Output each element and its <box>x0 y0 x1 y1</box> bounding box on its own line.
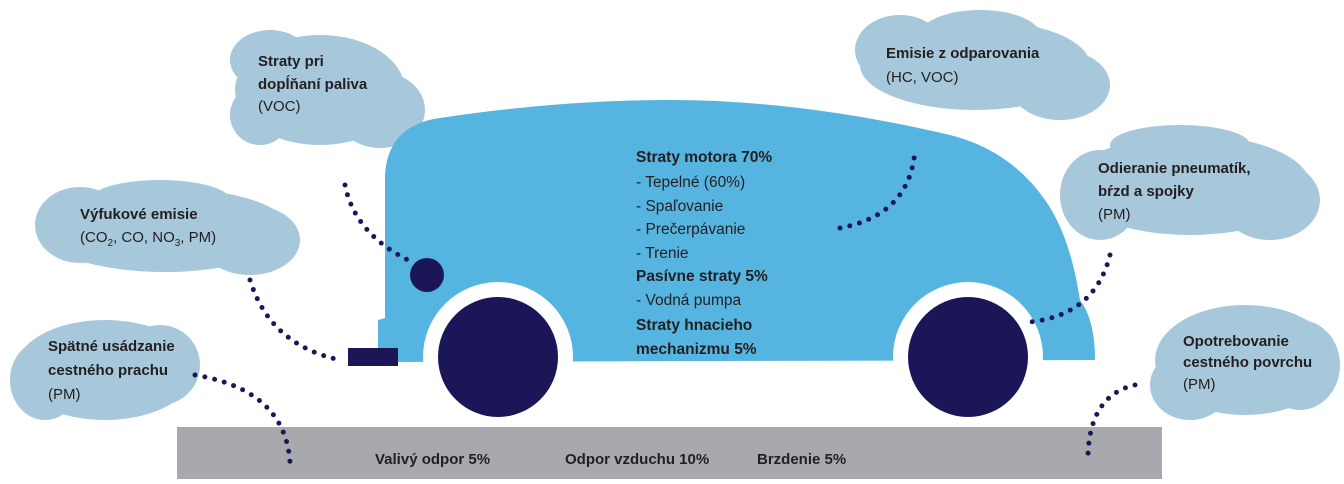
cloud-title: bŕzd a spojky <box>1098 183 1195 200</box>
cloud-exhaust <box>35 180 300 275</box>
text-part: (CO <box>80 229 108 246</box>
cloud-subtitle: (HC, VOC) <box>886 69 959 86</box>
exhaust-pipe <box>348 348 398 366</box>
wheel <box>438 297 558 417</box>
engine-loss-line: - Prečerpávanie <box>636 221 745 238</box>
road-label: Valivý odpor 5% <box>375 451 490 468</box>
cloud-subtitle: (PM) <box>1183 376 1216 393</box>
cloud-subtitle: (PM) <box>48 386 81 403</box>
engine-loss-line: - Trenie <box>636 245 689 262</box>
fuel-cap <box>410 258 444 292</box>
cloud-subtitle: (PM) <box>1098 206 1131 223</box>
cloud-title: Spätné usádzanie <box>48 338 175 355</box>
cloud-title: Opotrebovanie <box>1183 333 1289 350</box>
engine-loss-line: Pasívne straty 5% <box>636 268 768 285</box>
engine-loss-line: Straty motora 70% <box>636 149 772 166</box>
engine-loss-line: - Vodná pumpa <box>636 292 742 309</box>
engine-loss-line: - Spaľovanie <box>636 198 723 215</box>
road-label: Odpor vzduchu 10% <box>565 451 709 468</box>
cloud-title: cestného povrchu <box>1183 354 1312 371</box>
cloud-title: Emisie z odparovania <box>886 45 1040 62</box>
page: {"clouds": { "refuel": {"title": ["Strat… <box>0 0 1344 479</box>
cloud-subtitle: (VOC) <box>258 98 301 115</box>
cloud-evaporation <box>855 10 1110 120</box>
text-part: , PM) <box>180 229 216 246</box>
cloud-title: dopĺňaní paliva <box>258 75 368 93</box>
cloud-title: Odieranie pneumatík, <box>1098 160 1251 177</box>
road-label: Brzdenie 5% <box>757 451 846 468</box>
engine-loss-line: - Tepelné (60%) <box>636 174 745 191</box>
engine-loss-line: Straty hnacieho <box>636 317 752 334</box>
cloud-title: Straty pri <box>258 53 324 70</box>
engine-loss-line: mechanizmu 5% <box>636 341 757 358</box>
text-part: , CO, NO <box>113 229 175 246</box>
wheel <box>908 297 1028 417</box>
connector <box>250 280 340 360</box>
cloud-title: Výfukové emisie <box>80 206 198 223</box>
diagram: Valivý odpor 5% Odpor vzduchu 10% Brzden… <box>0 0 1344 479</box>
cloud-title: cestného prachu <box>48 362 168 379</box>
